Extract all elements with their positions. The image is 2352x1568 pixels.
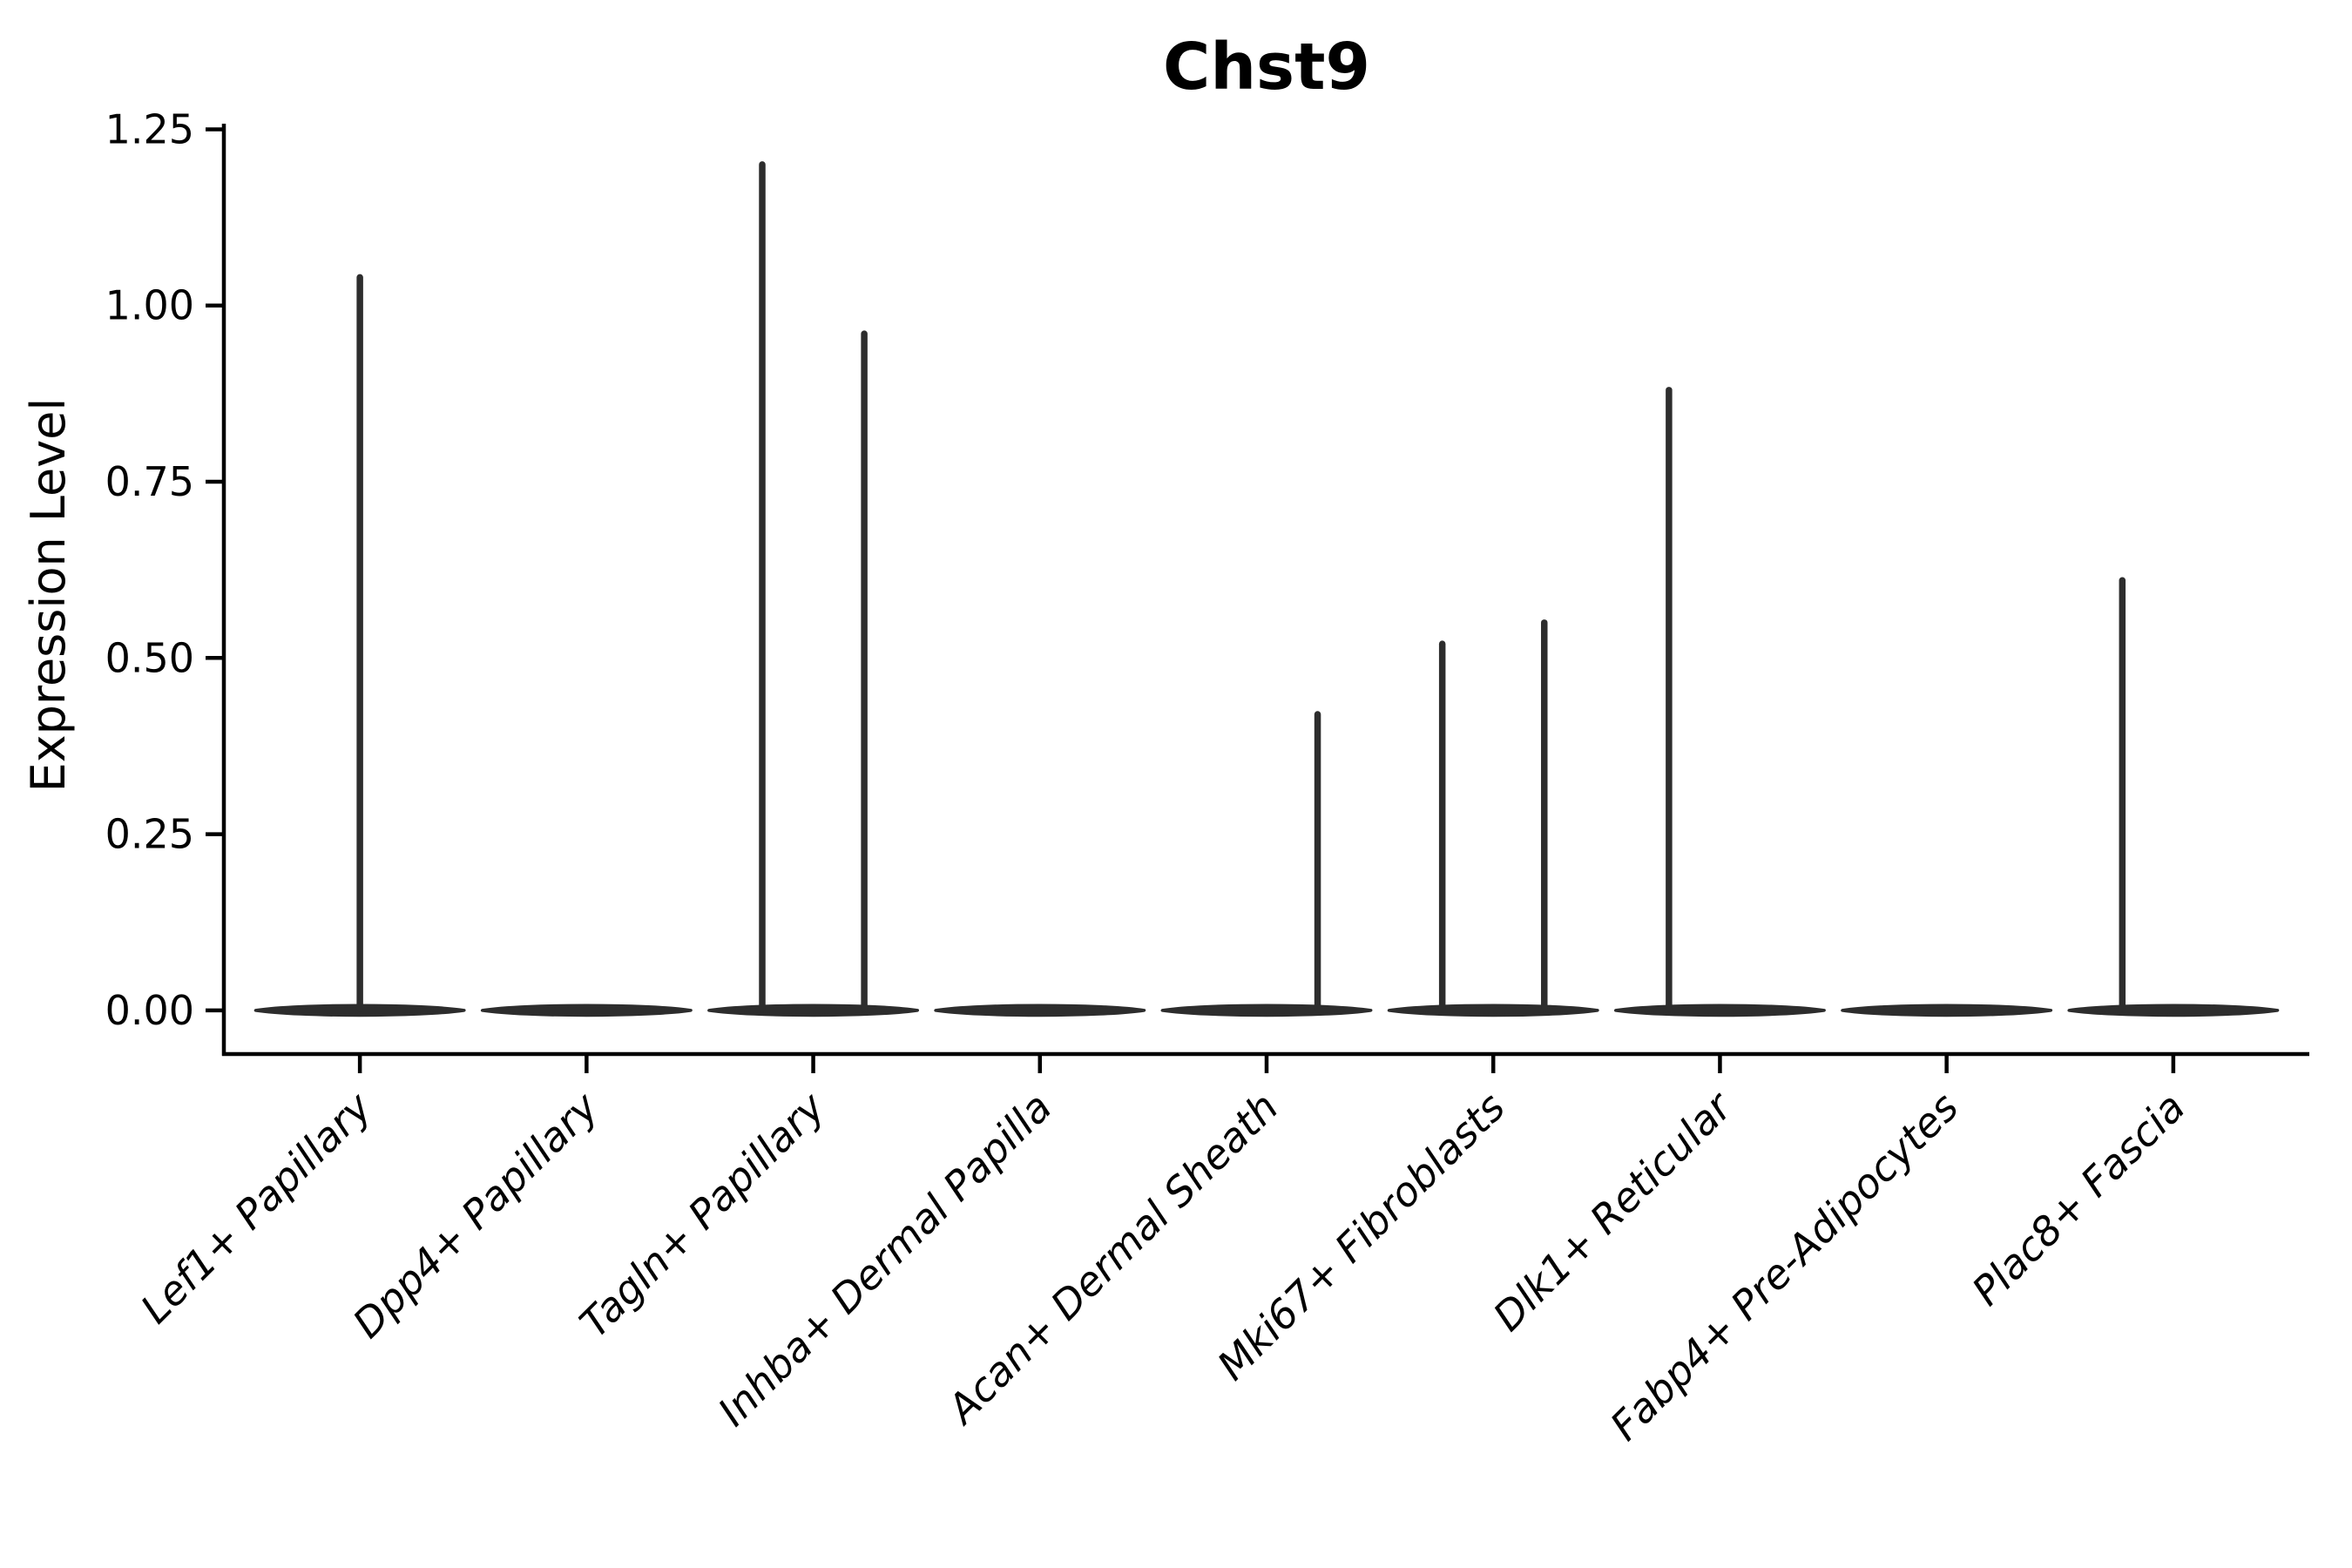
y-tick-label: 0.75 bbox=[105, 458, 194, 505]
violin-base bbox=[1841, 1004, 2053, 1017]
violin-base bbox=[480, 1004, 693, 1017]
plot-title: Chst9 bbox=[1163, 30, 1370, 105]
violin-9 bbox=[2067, 577, 2280, 1017]
violin-base bbox=[1387, 1004, 1599, 1017]
violin-2 bbox=[480, 1004, 693, 1017]
y-tick-label: 1.00 bbox=[105, 282, 194, 329]
violin-base bbox=[1613, 1004, 1826, 1017]
violin-base bbox=[2067, 1004, 2280, 1017]
violin-6 bbox=[1387, 619, 1599, 1017]
y-axis-label: Expression Level bbox=[21, 398, 76, 793]
violin-4 bbox=[934, 1004, 1146, 1017]
x-tick-label: Dlk1+ Reticular bbox=[1484, 1081, 1743, 1340]
axes-layer bbox=[221, 124, 2309, 1057]
y-tick-label: 0.50 bbox=[105, 634, 194, 681]
x-tick-label: Lef1+ Papillary bbox=[132, 1083, 381, 1332]
x-tick-label: Dpp4+ Papillary bbox=[343, 1083, 607, 1347]
violin-3 bbox=[707, 161, 920, 1017]
violin-8 bbox=[1841, 1004, 2053, 1017]
x-tick-label: Tagln+ Papillary bbox=[571, 1083, 835, 1347]
violin-1 bbox=[253, 274, 466, 1017]
y-tick-label: 0.00 bbox=[105, 987, 194, 1034]
violins-layer bbox=[253, 161, 2280, 1017]
violin-base bbox=[934, 1004, 1146, 1017]
violin-base bbox=[1160, 1004, 1373, 1017]
violin-7 bbox=[1613, 387, 1826, 1017]
y-tick-label: 1.25 bbox=[105, 105, 194, 152]
violin-5 bbox=[1160, 711, 1373, 1017]
y-tick-label: 0.25 bbox=[105, 811, 194, 858]
violin-base bbox=[707, 1004, 920, 1017]
x-tick-label: Plac8+ Fascia bbox=[1963, 1084, 2193, 1315]
